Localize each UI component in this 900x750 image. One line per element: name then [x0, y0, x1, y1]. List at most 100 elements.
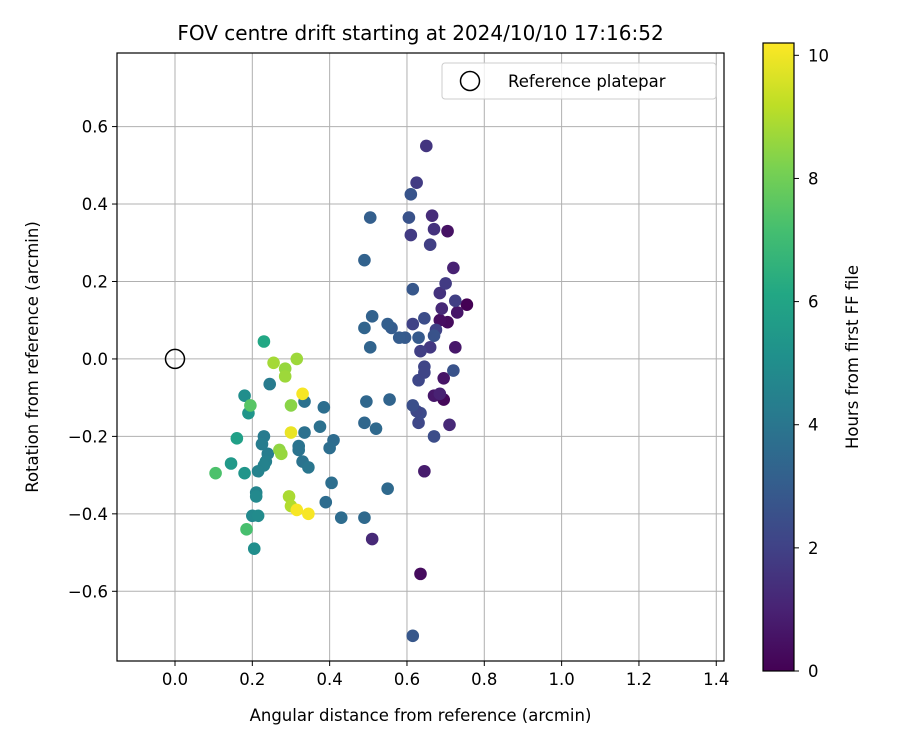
x-tick-label: 0.6 — [394, 670, 420, 689]
data-point — [425, 209, 439, 222]
data-point — [284, 426, 298, 439]
data-point — [418, 366, 431, 379]
plot-frame — [116, 52, 725, 662]
data-point — [404, 228, 418, 242]
x-axis-label: Angular distance from reference (arcmin) — [250, 706, 592, 725]
data-point — [448, 341, 462, 354]
data-point — [441, 224, 454, 238]
data-point — [427, 222, 441, 236]
data-point — [369, 422, 383, 435]
data-point — [358, 511, 371, 525]
data-point — [360, 395, 373, 408]
data-point — [257, 335, 271, 348]
data-point — [443, 418, 456, 432]
data-point — [247, 542, 261, 555]
data-point — [278, 370, 292, 383]
data-point — [282, 490, 296, 503]
data-point — [238, 389, 251, 403]
data-point — [404, 188, 418, 201]
data-point — [255, 437, 269, 451]
legend-entry-reference: Reference platepar — [508, 72, 666, 91]
data-point — [450, 306, 464, 319]
colorbar-tick-label: 8 — [808, 169, 819, 188]
colorbar: 0 2 4 6 8 10 Hours from first FF file — [762, 42, 862, 681]
data-point — [406, 629, 420, 643]
y-tick-label: 0.4 — [82, 195, 108, 214]
colorbar-label: Hours from first FF file — [843, 265, 862, 449]
data-point — [334, 511, 348, 525]
data-point — [406, 317, 420, 331]
data-point — [381, 482, 394, 495]
x-tick-label: 1.0 — [548, 670, 574, 689]
data-point — [267, 356, 280, 370]
data-point — [427, 329, 441, 343]
data-point — [244, 399, 257, 412]
data-point — [435, 302, 449, 315]
legend-marker-reference — [459, 70, 481, 92]
colorbar-tick-label: 10 — [808, 46, 829, 65]
data-point — [363, 341, 377, 354]
colorbar-tick-label: 0 — [808, 662, 819, 681]
data-point — [412, 416, 425, 430]
data-point — [414, 567, 427, 581]
data-point — [381, 317, 394, 331]
x-tick-label: 1.2 — [626, 670, 652, 689]
data-point — [402, 211, 416, 224]
legend: Reference platepar — [441, 62, 717, 100]
data-point — [439, 277, 452, 290]
data-point — [251, 464, 265, 478]
data-point — [447, 364, 460, 377]
data-point — [317, 401, 331, 414]
y-tick-label: 0.6 — [82, 118, 108, 137]
data-point — [302, 461, 315, 474]
data-point — [284, 399, 298, 412]
colorbar-tick-label: 6 — [808, 293, 819, 312]
data-point — [313, 420, 327, 434]
data-point — [358, 321, 371, 335]
data-point — [437, 371, 450, 385]
data-point — [365, 532, 379, 546]
data-point — [292, 443, 306, 457]
x-tick-label: 0.4 — [317, 670, 343, 689]
data-point — [238, 466, 251, 480]
data-point — [418, 464, 431, 478]
y-tick-label: 0.0 — [82, 350, 108, 369]
data-point — [275, 447, 288, 461]
reference-layer — [164, 348, 186, 370]
data-point — [365, 310, 379, 323]
data-point — [263, 377, 277, 391]
data-point — [323, 441, 336, 455]
reference-point-marker — [164, 348, 186, 370]
y-ticks: −0.6 −0.4 −0.2 0.0 0.2 0.4 0.6 — [68, 118, 117, 601]
data-point — [433, 313, 447, 327]
data-point — [325, 476, 338, 490]
colorbar-tick-label: 2 — [808, 539, 819, 558]
y-tick-label: −0.4 — [68, 505, 108, 524]
data-point — [410, 176, 423, 190]
y-tick-label: −0.2 — [68, 427, 108, 446]
data-point — [460, 298, 474, 312]
data-point — [392, 331, 406, 344]
data-point — [448, 294, 462, 308]
data-point — [419, 139, 433, 153]
data-point — [230, 432, 244, 445]
y-axis-label: Rotation from reference (arcmin) — [23, 221, 42, 493]
x-tick-label: 1.4 — [703, 670, 729, 689]
colorbar-gradient — [762, 42, 795, 672]
data-point — [302, 507, 315, 521]
data-point — [383, 393, 396, 406]
data-point — [447, 261, 460, 275]
points-layer — [209, 139, 474, 643]
data-point — [319, 495, 333, 509]
data-point — [251, 509, 265, 523]
y-tick-label: 0.2 — [82, 272, 108, 291]
data-point — [423, 238, 437, 251]
x-tick-label: 0.0 — [162, 670, 188, 689]
x-ticks: 0.0 0.2 0.4 0.6 0.8 1.0 1.2 1.4 — [162, 661, 729, 689]
colorbar-tick-label: 4 — [808, 416, 819, 435]
data-point — [433, 387, 447, 401]
data-point — [298, 426, 311, 439]
y-tick-label: −0.6 — [68, 582, 108, 601]
colorbar-ticks: 0 2 4 6 8 10 — [794, 46, 829, 681]
